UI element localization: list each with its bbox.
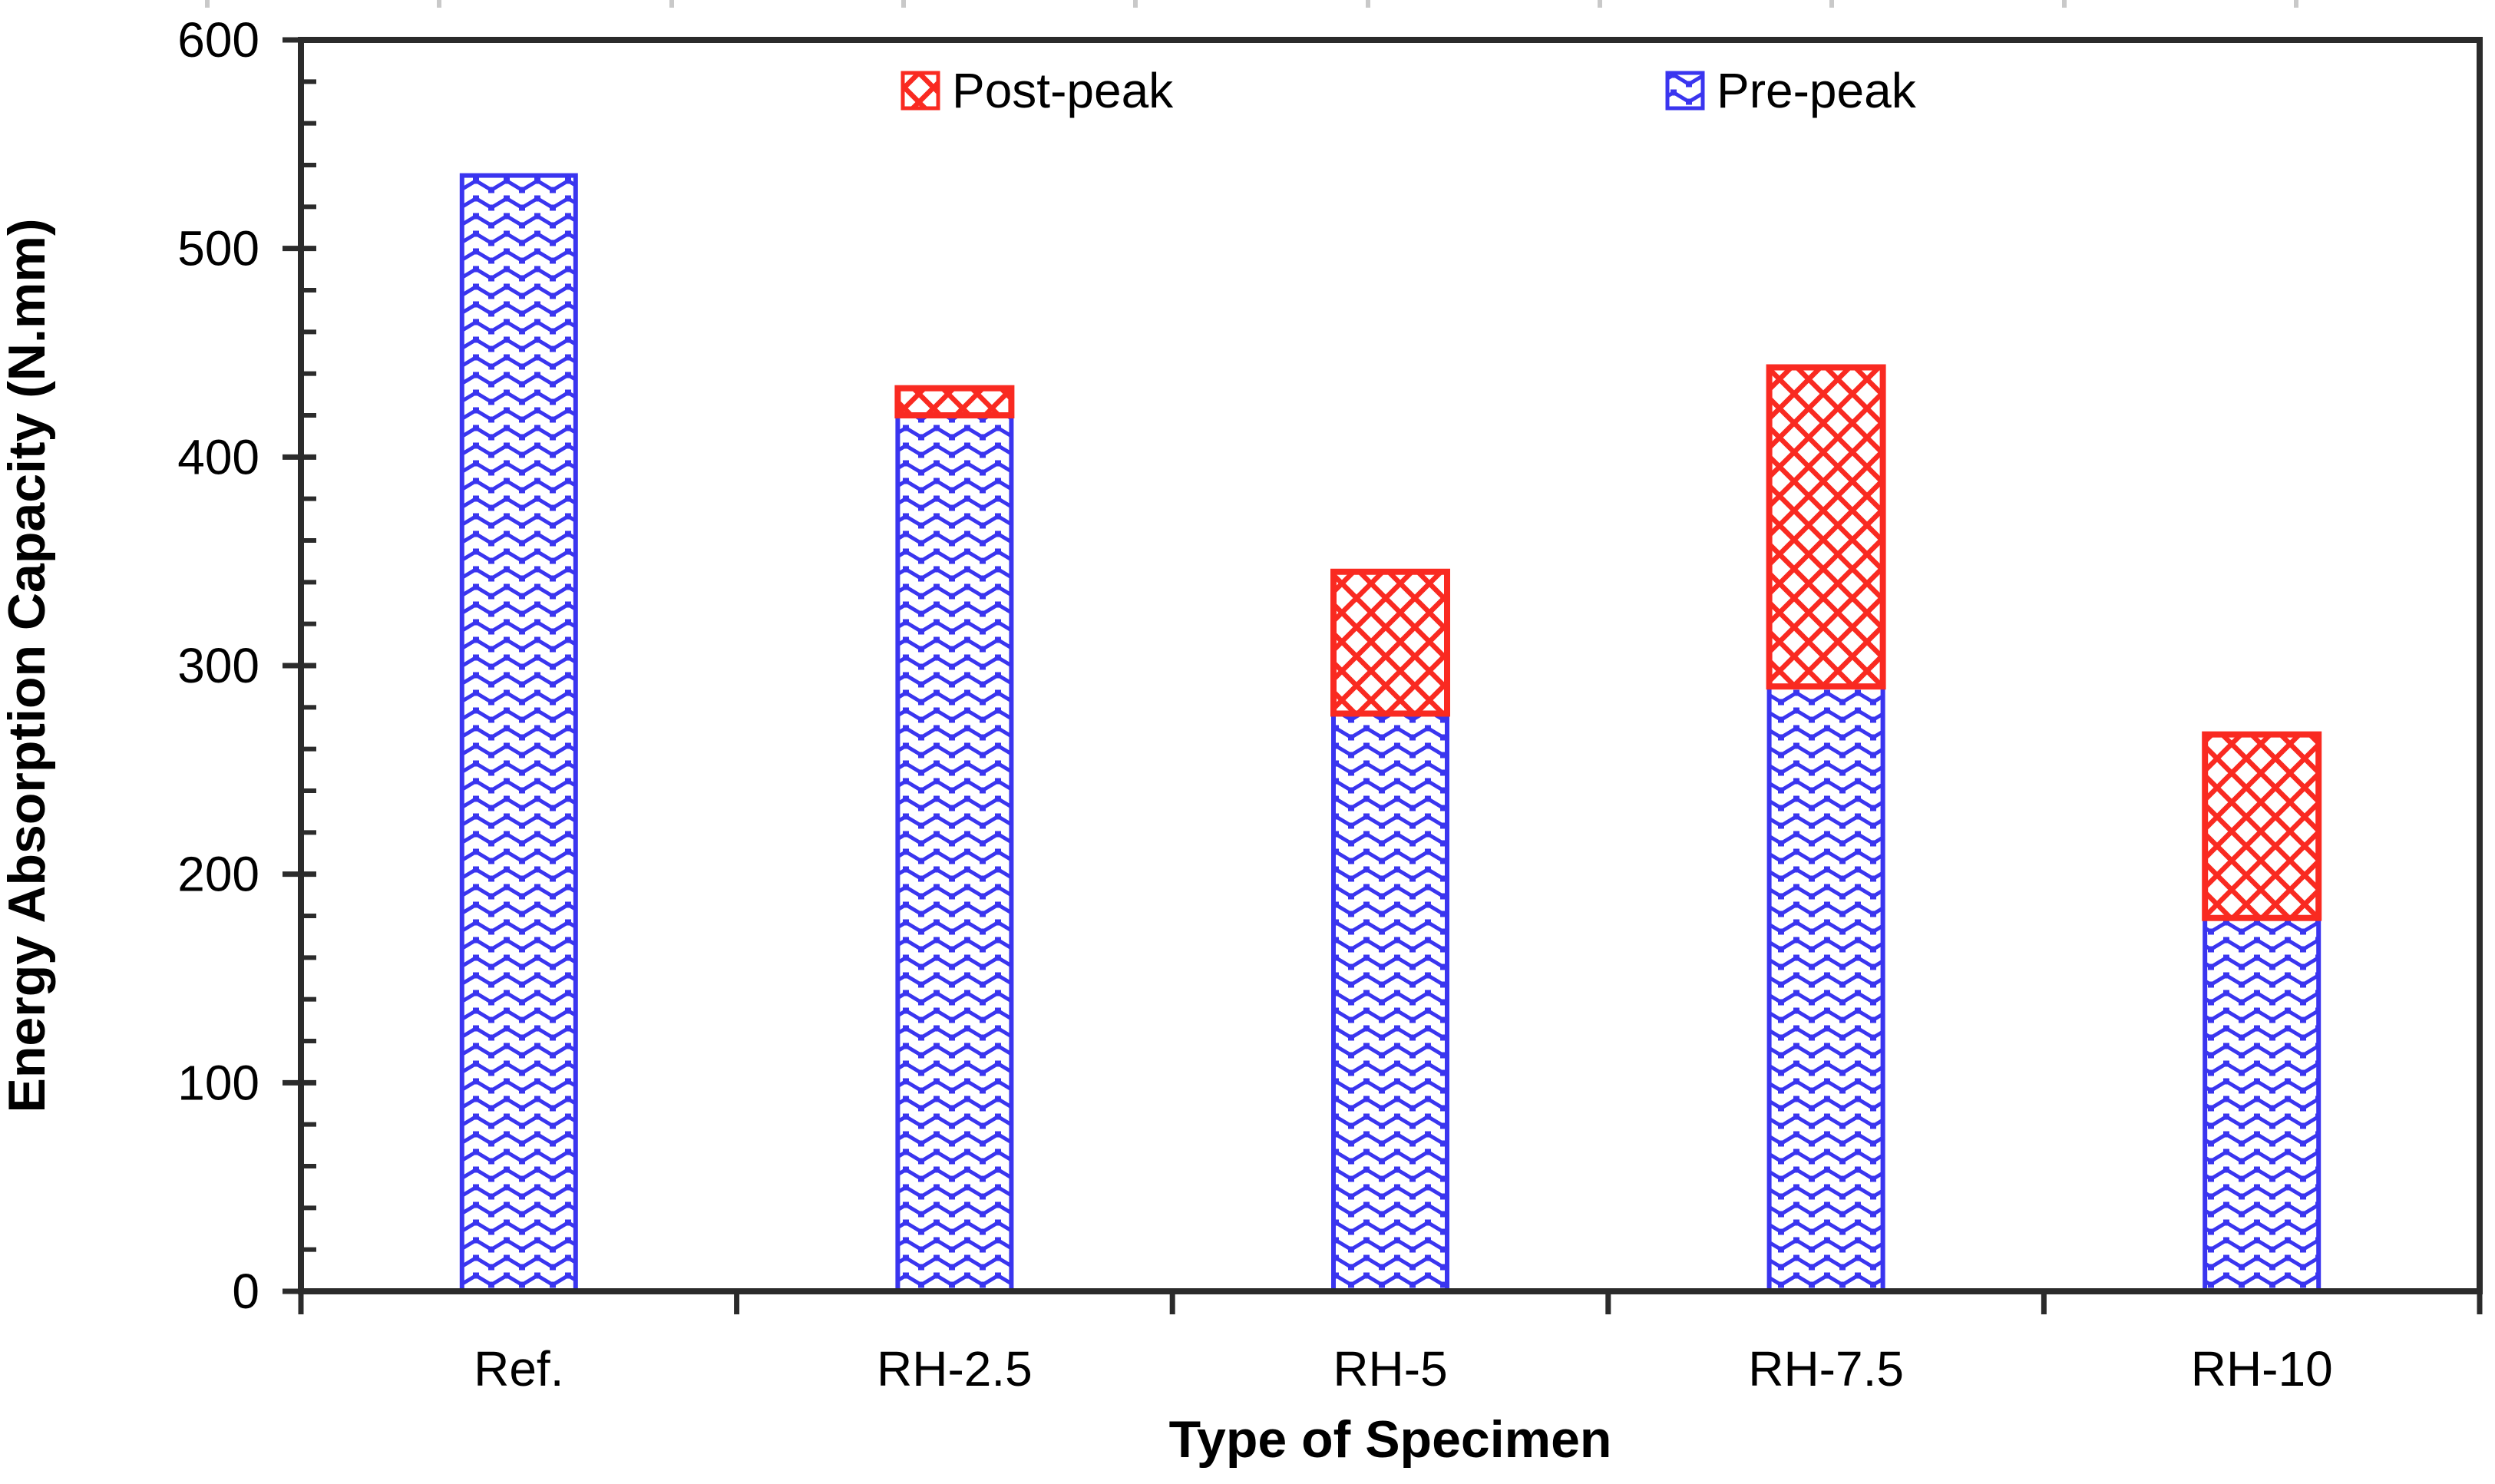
top-edge-tick-artifacts <box>205 0 2298 8</box>
x-category-label-RH-2.5: RH-2.5 <box>877 1341 1033 1396</box>
bar-Ref.-pre-peak <box>459 173 578 1294</box>
bar-RH-2.5-pre-peak <box>895 413 1014 1294</box>
bar-RH-2.5-post-peak <box>894 385 1015 418</box>
x-axis-title: Type of Specimen <box>1169 1410 1612 1469</box>
y-tick-label-200: 200 <box>177 847 259 902</box>
legend-swatch-post-peak <box>901 71 940 111</box>
x-category-label-RH-5: RH-5 <box>1333 1341 1447 1396</box>
bar-RH-5-pre-peak <box>1331 711 1449 1294</box>
y-tick-label-500: 500 <box>177 221 259 276</box>
axis-ticks-group <box>283 37 2483 1314</box>
x-category-label-RH-10: RH-10 <box>2191 1341 2333 1396</box>
legend: Post-peak Pre-peak <box>901 63 1917 118</box>
bar-RH-5-post-peak <box>1330 568 1450 717</box>
bar-RH-7.5-post-peak <box>1766 364 1886 690</box>
legend-swatch-pre-peak <box>1665 71 1705 111</box>
y-tick-label-0: 0 <box>232 1264 259 1319</box>
tick-labels-group: 0 100 200 300 400 500 600 Ref. RH-2.5 RH-5 RH-7.5 R… <box>177 12 2332 1396</box>
y-tick-label-600: 600 <box>177 12 259 68</box>
bar-RH-7.5-pre-peak <box>1766 684 1885 1294</box>
bar-RH-10-pre-peak <box>2203 915 2322 1294</box>
y-tick-label-400: 400 <box>177 429 259 484</box>
bar-RH-10-post-peak <box>2202 731 2322 921</box>
bars-group <box>459 173 2322 1294</box>
legend-label-post-peak: Post-peak <box>952 63 1174 118</box>
y-tick-label-100: 100 <box>177 1055 259 1110</box>
y-tick-label-300: 300 <box>177 638 259 693</box>
x-category-label-RH-7.5: RH-7.5 <box>1748 1341 1904 1396</box>
y-axis-title: Energy Absorption Capacity (N.mm) <box>0 219 56 1113</box>
x-category-label-Ref.: Ref. <box>474 1341 563 1396</box>
legend-label-pre-peak: Pre-peak <box>1717 63 1917 118</box>
